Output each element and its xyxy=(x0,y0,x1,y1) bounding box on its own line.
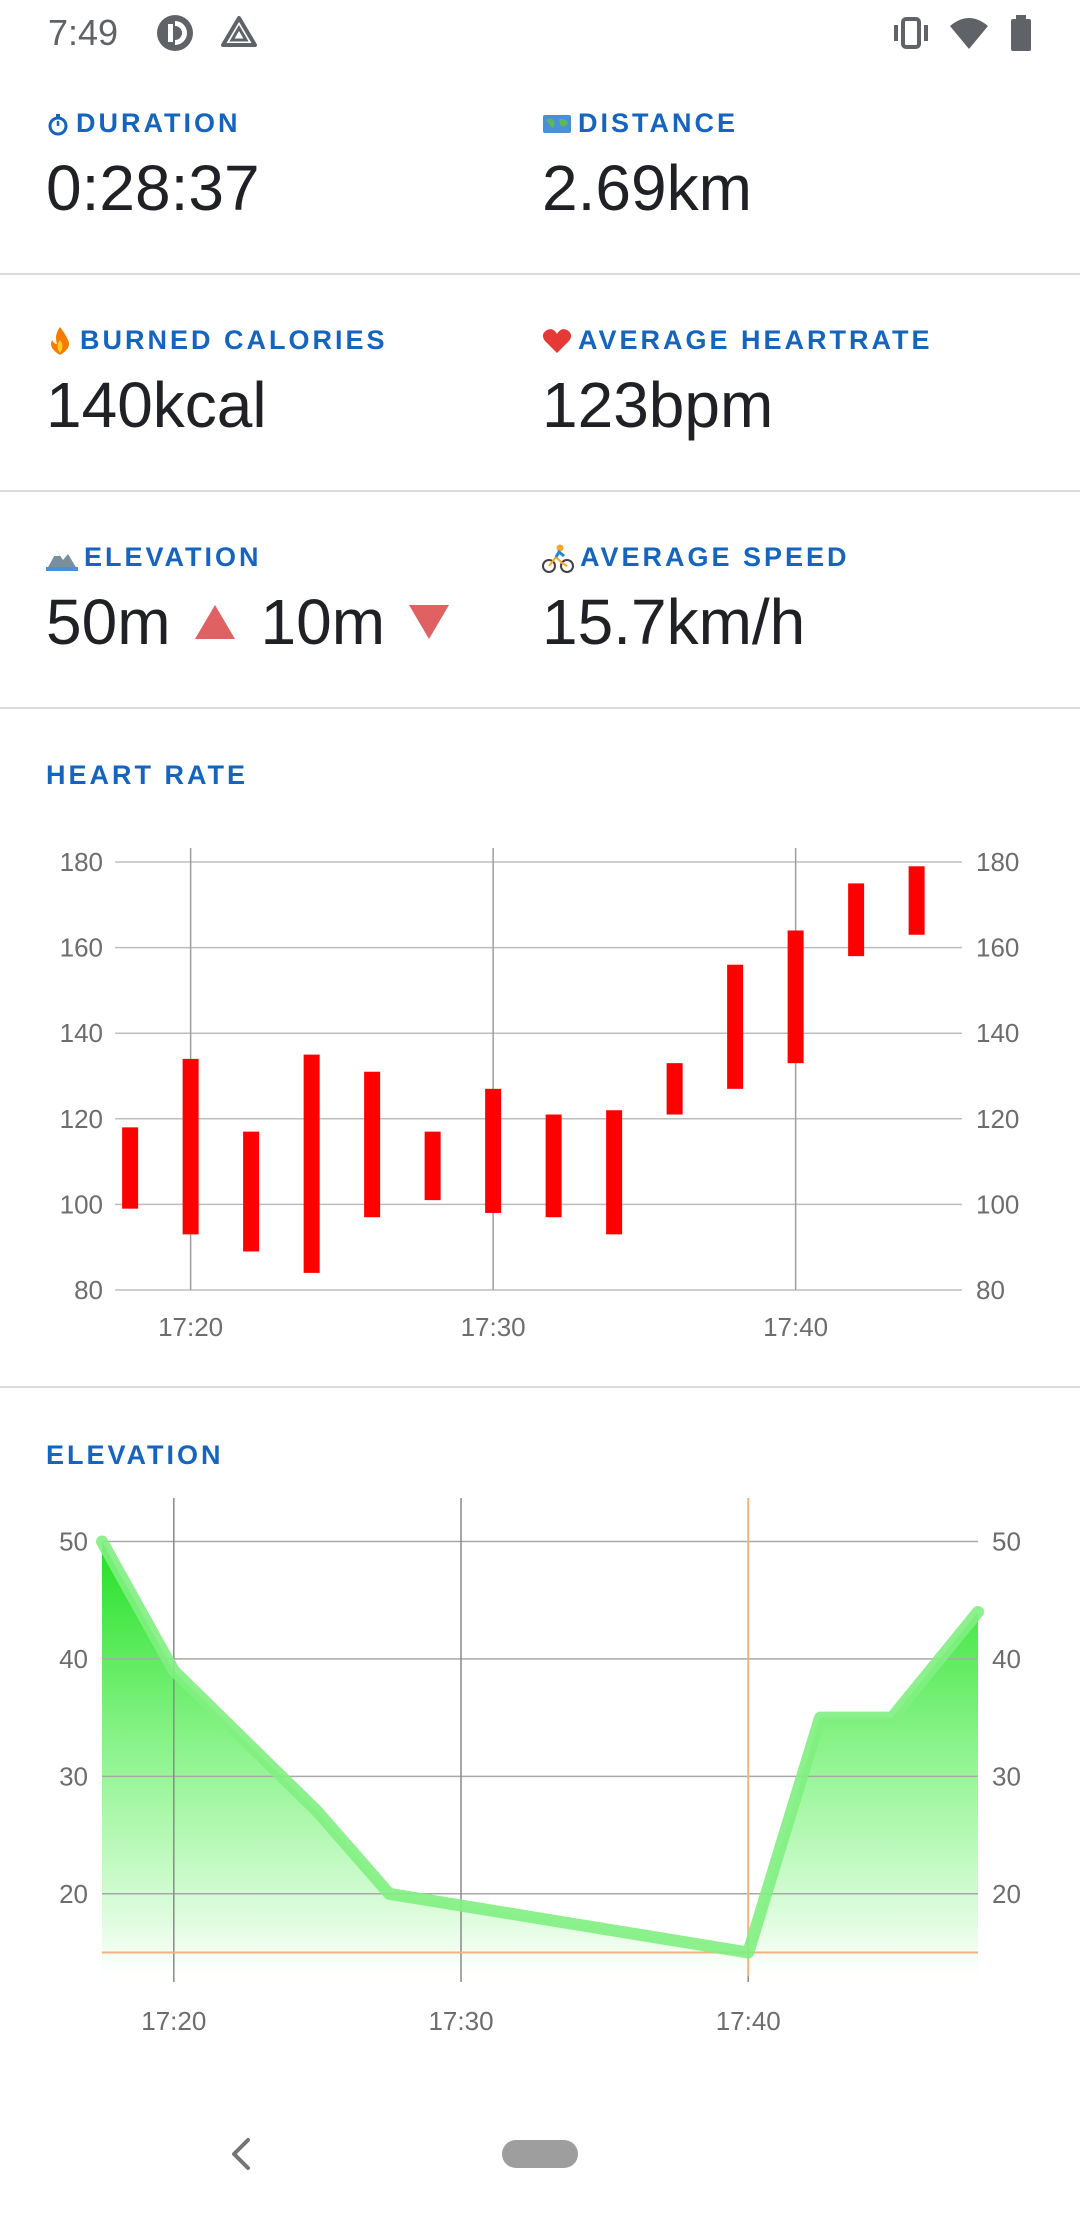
hr-range-bar xyxy=(666,1063,683,1115)
vibrate-icon xyxy=(894,17,928,49)
heartrate-stat: AVERAGE HEARTRATE 123bpm xyxy=(542,325,933,442)
hr-range-bar xyxy=(848,883,865,957)
elevation-values: 50m 10m xyxy=(46,585,475,659)
hr-y-tick-label-right: 80 xyxy=(976,1275,1005,1305)
elevation-label: ELEVATION xyxy=(84,542,262,572)
hr-y-tick-label: 80 xyxy=(74,1275,103,1305)
hr-y-tick-label: 120 xyxy=(60,1104,103,1134)
distance-value: 2.69km xyxy=(542,152,752,224)
speed-stat: AVERAGE SPEED 15.7km/h xyxy=(542,542,850,659)
distance-label: DISTANCE xyxy=(578,108,739,138)
calories-stat: BURNED CALORIES 140kcal xyxy=(46,325,388,442)
elevation-y-tick-label-right: 50 xyxy=(992,1526,1021,1556)
elevation-y-tick-label: 40 xyxy=(59,1644,88,1674)
calories-label: BURNED CALORIES xyxy=(80,325,388,355)
hr-x-tick-label: 17:30 xyxy=(461,1312,526,1342)
cyclist-icon xyxy=(542,544,574,573)
hr-y-tick-label: 160 xyxy=(60,933,103,963)
elevation-x-tick-label: 17:20 xyxy=(141,2006,206,2036)
stopwatch-icon xyxy=(48,113,68,135)
elevation-line xyxy=(96,1535,984,1959)
ascent-arrow-icon xyxy=(194,605,235,639)
fire-icon xyxy=(51,326,69,355)
elevation-y-tick-label: 30 xyxy=(59,1761,88,1791)
hr-range-bar xyxy=(364,1071,381,1218)
divider xyxy=(0,707,1080,709)
elevation-y-tick-label-right: 40 xyxy=(992,1644,1021,1674)
hr-range-bar xyxy=(545,1114,562,1218)
elevation-y-tick-label: 20 xyxy=(59,1879,88,1909)
distance-stat: DISTANCE 2.69km xyxy=(542,108,752,225)
wifi-icon xyxy=(950,18,988,49)
duration-value: 0:28:37 xyxy=(46,152,260,224)
map-icon xyxy=(543,114,571,133)
hr-x-tick-label: 17:20 xyxy=(158,1312,223,1342)
hr-range-bar xyxy=(122,1127,139,1209)
hr-x-tick-label: 17:40 xyxy=(763,1312,828,1342)
elevation-stat: ELEVATION 50m 10m xyxy=(46,542,475,659)
heart-icon xyxy=(542,328,572,353)
hr-range-bar xyxy=(787,930,804,1064)
elevation-x-tick-label: 17:30 xyxy=(428,2006,493,2036)
divider xyxy=(0,1386,1080,1388)
hr-y-tick-label-right: 160 xyxy=(976,933,1019,963)
mountain-icon xyxy=(46,550,78,571)
battery-icon xyxy=(1011,15,1031,51)
elevation-down-value: 10m xyxy=(260,586,386,658)
elevation-y-tick-label-right: 20 xyxy=(992,1879,1021,1909)
heartrate-label: AVERAGE HEARTRATE xyxy=(578,325,933,355)
hr-y-tick-label: 180 xyxy=(60,847,103,877)
hr-y-tick-label-right: 140 xyxy=(976,1018,1019,1048)
duration-label: DURATION xyxy=(76,108,241,138)
status-time: 7:49 xyxy=(48,12,119,53)
hr-range-bar xyxy=(485,1088,502,1213)
hr-y-tick-label-right: 120 xyxy=(976,1104,1019,1134)
duration-stat: DURATION 0:28:37 xyxy=(46,108,260,225)
drive-icon xyxy=(221,16,257,47)
hr-range-bar xyxy=(908,866,925,935)
elevation-x-tick-label: 17:40 xyxy=(716,2006,781,2036)
elevation-y-tick-label: 50 xyxy=(59,1526,88,1556)
hr-range-bar xyxy=(424,1131,441,1201)
descent-arrow-icon xyxy=(409,605,449,639)
hr-y-tick-label-right: 180 xyxy=(976,847,1019,877)
status-bar: 7:49 xyxy=(0,0,1080,66)
back-chevron-icon[interactable] xyxy=(226,2136,256,2172)
hr-range-bar xyxy=(303,1054,320,1273)
hr-y-tick-label: 100 xyxy=(60,1189,103,1219)
calories-value: 140kcal xyxy=(46,369,267,441)
hr-y-tick-label-right: 100 xyxy=(976,1189,1019,1219)
heart-rate-title: HEART RATE xyxy=(46,760,248,790)
pocket-casts-icon xyxy=(157,15,193,51)
elevation-up-value: 50m xyxy=(46,586,171,658)
divider xyxy=(0,273,1080,275)
elevation-chart: 20 20 30 30 40 40 50 50 17:20 17:30 17:40 xyxy=(59,1498,1021,2036)
heartrate-value: 123bpm xyxy=(542,369,774,441)
divider xyxy=(0,490,1080,492)
elevation-area xyxy=(102,1541,978,1976)
heart-rate-chart: 80 80 100 100 120 120 140 140 160 160 180 180 17:20 1… xyxy=(60,847,1020,1342)
hr-y-tick-label: 140 xyxy=(60,1018,103,1048)
hr-range-bar xyxy=(243,1131,260,1252)
home-pill-icon[interactable] xyxy=(502,2140,578,2168)
hr-range-bar xyxy=(606,1110,623,1235)
elevation-y-tick-label-right: 30 xyxy=(992,1761,1021,1791)
hr-range-bar xyxy=(727,964,744,1089)
speed-label: AVERAGE SPEED xyxy=(580,542,850,572)
speed-value: 15.7km/h xyxy=(542,586,806,658)
hr-range-bar xyxy=(182,1058,199,1235)
elevation-chart-title: ELEVATION xyxy=(46,1440,224,1470)
